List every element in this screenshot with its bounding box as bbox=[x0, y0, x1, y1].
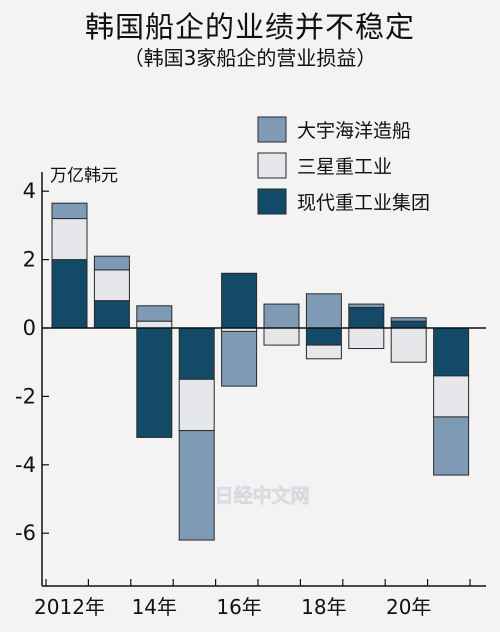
y-tick-label: 4 bbox=[23, 179, 36, 203]
bar-hyundai-2014 bbox=[136, 327, 173, 438]
bar-samsung-2020 bbox=[390, 327, 427, 363]
legend-swatch-samsung bbox=[257, 152, 287, 179]
bar-hyundai-2020 bbox=[390, 320, 427, 329]
bar-samsung-2017 bbox=[263, 327, 300, 346]
x-tick-label: 20年 bbox=[386, 595, 431, 619]
y-tick-label: 0 bbox=[23, 316, 36, 340]
y-tick-label: -2 bbox=[15, 384, 36, 408]
bar-daewoo-2020 bbox=[390, 317, 427, 322]
bar-samsung-2014 bbox=[136, 320, 173, 329]
bar-daewoo-2012 bbox=[51, 202, 88, 220]
x-tick-label: 16年 bbox=[216, 595, 261, 619]
bar-hyundai-2019 bbox=[348, 306, 385, 329]
legend-swatch-daewoo bbox=[257, 116, 287, 143]
bar-daewoo-2021 bbox=[433, 416, 470, 476]
bar-hyundai-2012 bbox=[51, 259, 88, 329]
bar-daewoo-2014 bbox=[136, 305, 173, 322]
y-tick-label: 2 bbox=[23, 248, 36, 272]
bar-samsung-2013 bbox=[93, 269, 130, 302]
legend-label-daewoo: 大宇海洋造船 bbox=[297, 120, 411, 142]
bar-daewoo-2015 bbox=[178, 430, 215, 541]
bar-samsung-2019 bbox=[348, 327, 385, 350]
bar-samsung-2018 bbox=[305, 344, 342, 360]
chart-subtitle: （韩国3家船企的营业损益） bbox=[123, 46, 377, 70]
y-axis-label: 万亿韩元 bbox=[50, 166, 118, 186]
bar-daewoo-2013 bbox=[93, 255, 130, 271]
bar-samsung-2012 bbox=[51, 218, 88, 261]
y-tick-label: -4 bbox=[15, 453, 36, 477]
legend-swatch-hyundai bbox=[257, 188, 287, 215]
bar-daewoo-2016 bbox=[221, 330, 258, 387]
y-tick-label: -6 bbox=[15, 521, 36, 545]
legend-label-samsung: 三星重工业 bbox=[297, 156, 392, 178]
chart-title: 韩国船企的业绩并不稳定 bbox=[84, 10, 415, 44]
watermark-text: 日经中文网 bbox=[214, 484, 309, 507]
x-tick-label: 2012年 bbox=[34, 595, 105, 619]
x-tick-label: 18年 bbox=[301, 595, 346, 619]
legend-label-hyundai: 现代重工业集团 bbox=[297, 192, 430, 214]
bar-hyundai-2018 bbox=[305, 327, 342, 346]
bar-hyundai-2016 bbox=[221, 272, 258, 329]
bar-samsung-2015 bbox=[178, 378, 215, 432]
bar-hyundai-2015 bbox=[178, 327, 215, 380]
bar-daewoo-2018 bbox=[305, 293, 342, 329]
bar-daewoo-2017 bbox=[263, 303, 300, 329]
bar-samsung-2021 bbox=[433, 375, 470, 418]
bar-daewoo-2019 bbox=[348, 303, 385, 308]
bar-hyundai-2013 bbox=[93, 300, 130, 329]
bar-hyundai-2021 bbox=[433, 327, 470, 377]
x-tick-label: 14年 bbox=[132, 595, 177, 619]
